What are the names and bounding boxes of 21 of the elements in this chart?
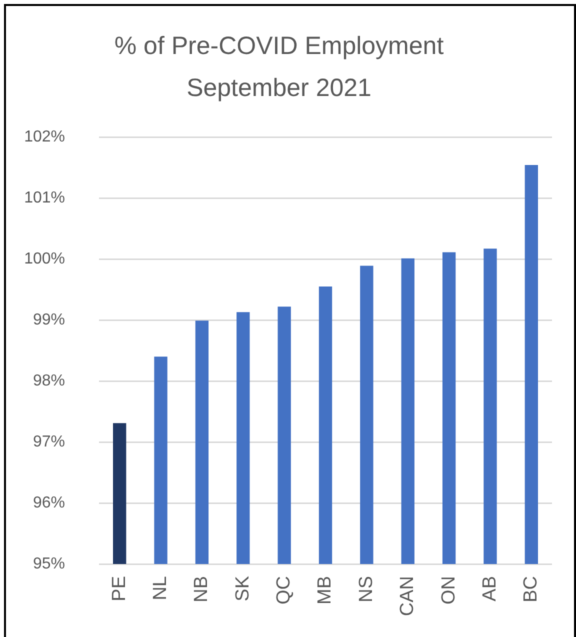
y-tick-label: 97% [32,433,65,450]
x-tick-label: NS [356,576,377,602]
y-tick-label: 101% [24,189,65,206]
y-tick-label: 95% [32,555,65,572]
x-tick-label: MB [314,576,336,604]
y-tick-label: 102% [24,128,65,146]
x-tick-label: BC [520,576,542,602]
x-tick-label: SK [232,576,254,602]
chart-subtitle: September 2021 [186,74,372,102]
x-tick-label: PE [108,576,130,602]
y-tick-label: 96% [32,494,65,512]
x-tick-label: CAN [397,576,418,616]
x-tick-label: ON [438,576,460,604]
y-tick-label: 98% [32,372,65,390]
y-tick-label: 99% [32,311,65,328]
x-tick-label: AB [479,576,500,602]
x-tick-label: QC [274,576,295,604]
chart-title: % of Pre-COVID Employment [114,32,444,60]
x-tick-label: NL [150,576,172,600]
y-tick-label: 100% [24,250,65,268]
x-tick-label: NB [191,576,212,602]
